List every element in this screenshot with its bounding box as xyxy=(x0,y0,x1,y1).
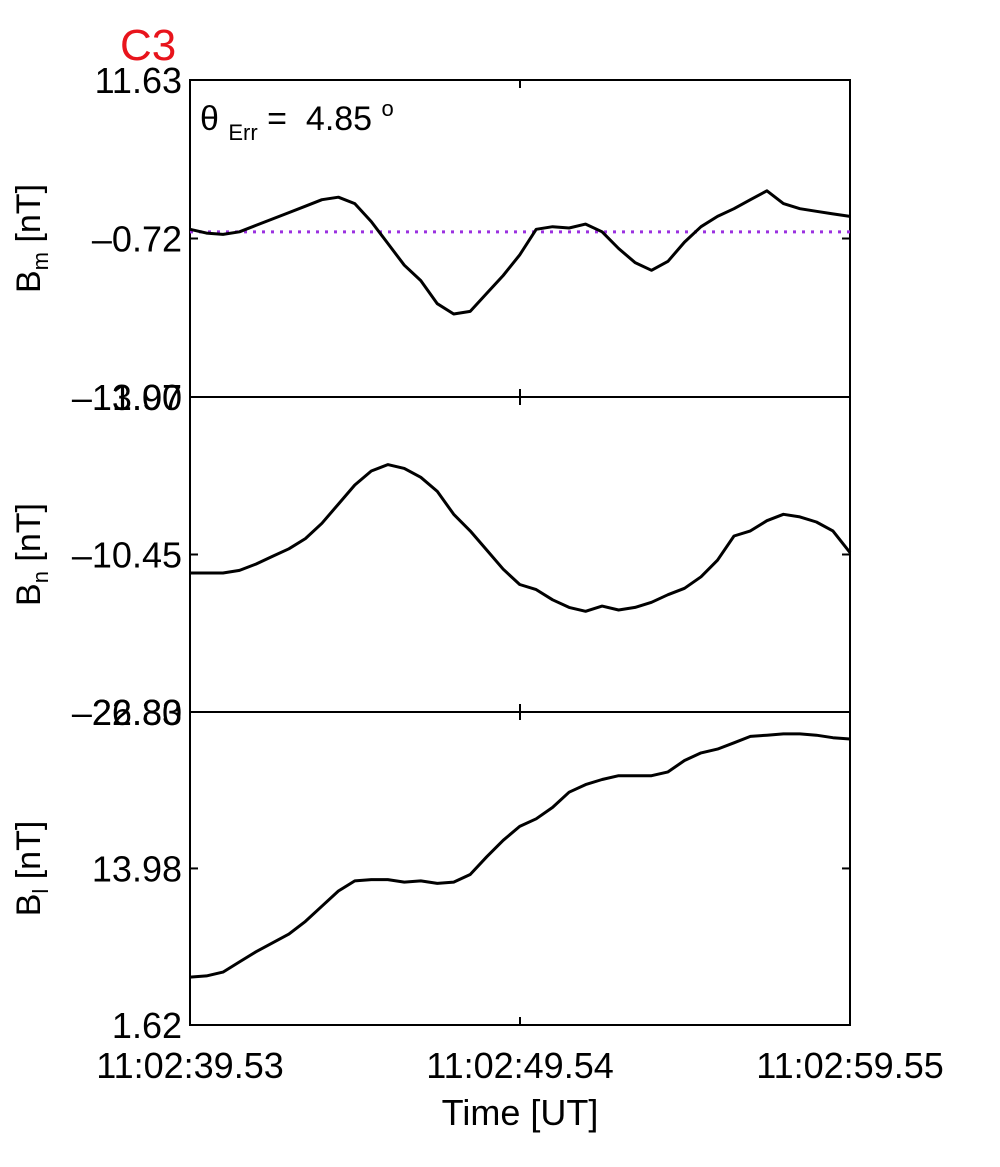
panel-frame-middle xyxy=(189,396,851,713)
panel-frame-bottom xyxy=(189,711,851,1026)
y-tick-label: –22.80 xyxy=(72,692,182,733)
y-axis-label-main: B xyxy=(10,583,48,606)
y-axis-label-bottom: Bl [nT] xyxy=(10,821,53,917)
y-axis-label-sub: l xyxy=(28,889,53,894)
theta-error-annotation: θ Err = 4.85 o xyxy=(200,96,394,148)
x-tick-label: 11:02:59.55 xyxy=(756,1045,944,1086)
x-axis-label: Time [UT] xyxy=(442,1092,599,1133)
y-tick-label: –10.45 xyxy=(72,535,182,576)
x-tick-labels: 11:02:39.53 11:02:49.54 11:02:59.55 xyxy=(96,1045,944,1086)
panel-bottom: 26.33 13.98 1.62 Bl [nT] xyxy=(10,692,851,1046)
y-axis-label-unit: [nT] xyxy=(10,184,48,252)
panel-label: C3 xyxy=(120,21,176,70)
series-line-top xyxy=(189,189,851,316)
panel-middle: 1.90 –10.45 –22.80 Bn [nT] xyxy=(10,377,852,733)
series-line-middle xyxy=(190,463,852,613)
panel-top: 11.63 –0.72 –13.07 Bm [nT] xyxy=(10,60,851,418)
y-axis-label-top: Bm [nT] xyxy=(10,184,53,293)
y-axis-label-main: B xyxy=(10,270,48,293)
x-tick-label: 11:02:39.53 xyxy=(96,1045,284,1086)
y-axis-label-middle: Bn [nT] xyxy=(10,503,53,606)
y-tick-label: 11.63 xyxy=(95,60,182,101)
theta-symbol: θ xyxy=(200,100,219,138)
y-tick-label: –0.72 xyxy=(92,219,182,260)
y-tick-label: –13.07 xyxy=(72,377,182,418)
series-line-bottom xyxy=(189,732,851,979)
theta-degree: o xyxy=(382,96,394,121)
y-axis-label-main: B xyxy=(10,894,48,917)
y-axis-label-sub: m xyxy=(28,252,53,270)
y-tick-label: 13.98 xyxy=(92,848,182,889)
x-tick-label: 11:02:49.54 xyxy=(426,1045,614,1086)
y-tick-label: 1.62 xyxy=(112,1005,182,1046)
theta-subscript: Err xyxy=(228,120,257,145)
theta-value: = 4.85 xyxy=(267,100,372,138)
y-tick-label: 1.90 xyxy=(112,377,182,418)
y-axis-label-unit: [nT] xyxy=(10,821,48,889)
y-tick-label: 26.33 xyxy=(92,692,182,733)
y-axis-label-sub: n xyxy=(28,571,53,583)
panels: 11.63 –0.72 –13.07 Bm [nT] 1.90 –10.45 –22.80 B… xyxy=(10,60,852,1046)
y-axis-label-unit: [nT] xyxy=(10,503,48,571)
